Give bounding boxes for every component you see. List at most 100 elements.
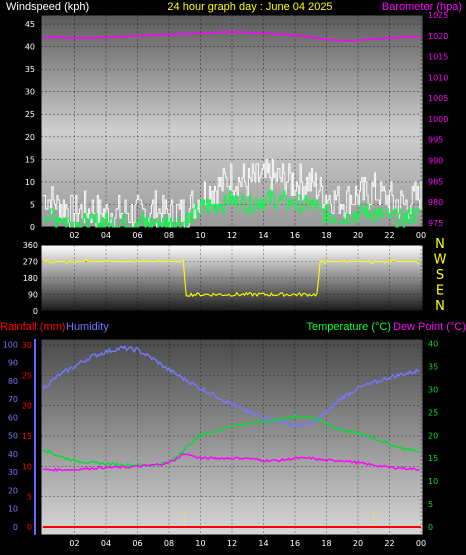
wind-x-tick-label: 08 bbox=[164, 231, 174, 240]
temp-x-tick-label: 04 bbox=[101, 539, 111, 548]
wind-tick-label: 25 bbox=[25, 110, 35, 119]
barometer-tick-label: 1025 bbox=[428, 11, 448, 20]
humidity-tick-label: 40 bbox=[8, 450, 18, 459]
temp-tick-label: 0 bbox=[428, 523, 433, 532]
barometer-tick-label: 1005 bbox=[428, 94, 448, 103]
humidity-tick-label: 20 bbox=[8, 486, 18, 495]
barometer-tick-label: 1015 bbox=[428, 53, 448, 62]
direction-panel-grid bbox=[41, 244, 422, 312]
barometer-tick-label: 980 bbox=[428, 198, 443, 207]
wind-direction-line bbox=[42, 258, 420, 298]
wind-tick-label: 5 bbox=[30, 200, 35, 209]
dewpoint-line bbox=[42, 453, 420, 472]
dewpoint-axis-label: Dew Point (°C) bbox=[393, 321, 466, 333]
rain-tick-label: 10 bbox=[22, 462, 32, 471]
temp-x-tick-label: 02 bbox=[69, 539, 79, 548]
barometer-tick-label: 1020 bbox=[428, 32, 448, 41]
temp-tick-label: 40 bbox=[428, 340, 438, 349]
wind-x-tick-label: 16 bbox=[290, 231, 300, 240]
humidity-tick-label: 100 bbox=[3, 340, 18, 349]
temp-tick-label: 30 bbox=[428, 385, 438, 394]
wind-tick-label: 15 bbox=[25, 155, 35, 164]
direction-tick-label: 0 bbox=[33, 307, 38, 316]
direction-tick-label: 270 bbox=[23, 258, 38, 267]
wind-panel-series bbox=[42, 31, 422, 228]
wind-x-tick-label: 10 bbox=[195, 231, 205, 240]
compass-letter: W bbox=[434, 253, 447, 268]
temp-x-tick-label: 08 bbox=[164, 539, 174, 548]
barometer-tick-label: 1010 bbox=[428, 73, 448, 82]
temp-tick-label: 5 bbox=[428, 500, 433, 509]
chart-title: 24 hour graph day : June 04 2025 bbox=[167, 1, 332, 13]
wind-x-tick-label: 02 bbox=[69, 231, 79, 240]
temp-humidity-series bbox=[42, 345, 421, 528]
barometer-line bbox=[42, 31, 422, 42]
rain-tick-label: 20 bbox=[22, 402, 32, 411]
barometer-tick-label: 985 bbox=[428, 177, 443, 186]
wind-average-line bbox=[43, 190, 421, 228]
barometer-tick-label: 990 bbox=[428, 156, 443, 165]
temp-x-tick-label: 20 bbox=[353, 539, 363, 548]
wind-panel-ticks: 0510152025303540459759809859909951000100… bbox=[25, 11, 449, 240]
temp-x-tick-label: 10 bbox=[195, 539, 205, 548]
temp-tick-label: 35 bbox=[428, 363, 438, 372]
barometer-tick-label: 975 bbox=[428, 219, 443, 228]
rain-tick-label: 5 bbox=[27, 493, 32, 502]
humidity-line bbox=[42, 345, 420, 428]
wind-x-tick-label: 14 bbox=[258, 231, 268, 240]
humidity-axis-label: Humidity bbox=[66, 321, 109, 333]
temp-x-tick-label: 12 bbox=[227, 539, 237, 548]
wind-x-tick-label: 22 bbox=[384, 231, 394, 240]
wind-x-tick-label: 04 bbox=[101, 231, 111, 240]
wind-x-tick-label: 12 bbox=[227, 231, 237, 240]
wind-tick-label: 40 bbox=[25, 43, 35, 52]
wind-tick-label: 0 bbox=[30, 223, 35, 232]
temp-x-tick-label: 18 bbox=[321, 539, 331, 548]
temp-tick-label: 10 bbox=[428, 477, 438, 486]
temp-tick-label: 15 bbox=[428, 454, 438, 463]
compass-letter: E bbox=[436, 284, 444, 299]
humidity-tick-label: 0 bbox=[13, 523, 18, 532]
humidity-tick-label: 50 bbox=[8, 432, 18, 441]
rain-axis-label: Rainfall (mm) bbox=[0, 321, 65, 333]
wind-tick-label: 45 bbox=[25, 20, 35, 29]
wind-x-tick-label: 00 bbox=[416, 231, 426, 240]
direction-tick-label: 360 bbox=[23, 241, 38, 250]
wind-x-tick-label: 06 bbox=[132, 231, 142, 240]
wind-tick-label: 30 bbox=[25, 88, 35, 97]
humidity-tick-label: 70 bbox=[8, 395, 18, 404]
wind-x-tick-label: 18 bbox=[321, 231, 331, 240]
humidity-tick-label: 90 bbox=[8, 359, 18, 368]
wind-axis-label: Windspeed (kph) bbox=[6, 1, 89, 13]
wind-gust-line bbox=[43, 158, 422, 228]
barometer-tick-label: 995 bbox=[428, 136, 443, 145]
wind-tick-label: 10 bbox=[25, 178, 35, 187]
direction-panel-series bbox=[42, 258, 420, 298]
temp-x-tick-label: 06 bbox=[132, 539, 142, 548]
rain-tick-label: 0 bbox=[27, 523, 32, 532]
temp-tick-label: 20 bbox=[428, 431, 438, 440]
compass-letter: S bbox=[436, 268, 444, 283]
barometer-axis-label: Barometer (hpa) bbox=[382, 1, 462, 13]
humidity-tick-label: 10 bbox=[8, 505, 18, 514]
compass-letter: N bbox=[435, 237, 445, 252]
rain-tick-label: 30 bbox=[22, 341, 32, 350]
temp-x-tick-label: 22 bbox=[384, 539, 394, 548]
temp-x-tick-label: 00 bbox=[416, 539, 426, 548]
temperature-axis-label: Temperature (°C) bbox=[307, 321, 391, 333]
temp-x-tick-label: 16 bbox=[290, 539, 300, 548]
compass-letter: N bbox=[435, 299, 445, 314]
humidity-tick-label: 30 bbox=[8, 468, 18, 477]
direction-panel-ticks: 0 90 180 270 360 bbox=[23, 241, 38, 316]
humidity-tick-label: 60 bbox=[8, 413, 18, 422]
wind-tick-label: 35 bbox=[25, 65, 35, 74]
temp-x-tick-label: 14 bbox=[258, 539, 268, 548]
wind-x-tick-label: 20 bbox=[353, 231, 363, 240]
temp-tick-label: 25 bbox=[428, 408, 438, 417]
temperature-line bbox=[42, 414, 420, 468]
direction-tick-label: 90 bbox=[28, 291, 38, 300]
rain-tick-label: 25 bbox=[22, 371, 32, 380]
temp-humidity-ticks: 0102030405060708090100051015202530051015… bbox=[3, 340, 438, 548]
